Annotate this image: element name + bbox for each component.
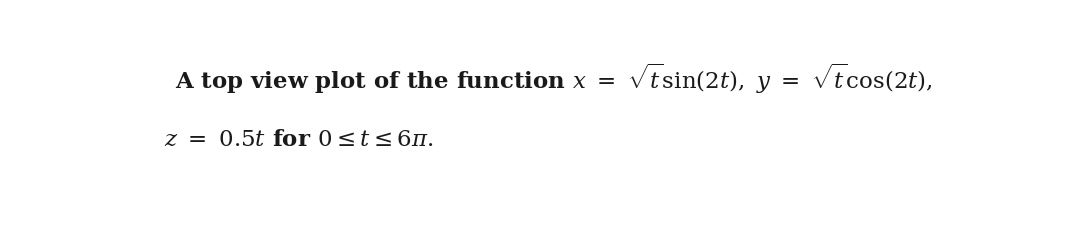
Text: A top view plot of the function $x \ =\ \sqrt{t}\sin(2t),\ y\ =\ \sqrt{t}\cos(2t: A top view plot of the function $x \ =\ … — [175, 61, 932, 96]
Text: $z\ =\ 0.5t$ for $0 \leq t \leq 6\pi.$: $z\ =\ 0.5t$ for $0 \leq t \leq 6\pi.$ — [163, 129, 433, 151]
